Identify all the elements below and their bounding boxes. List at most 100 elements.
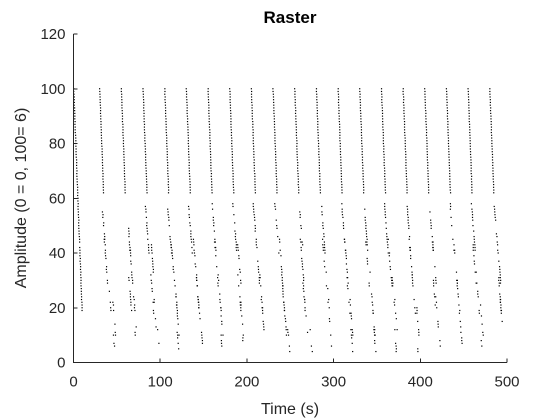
- spike-point: [209, 148, 211, 150]
- spike-point: [129, 290, 131, 292]
- spike-point: [274, 208, 277, 210]
- spike-point: [210, 170, 212, 172]
- spike-point: [164, 99, 166, 101]
- spike-point: [413, 298, 415, 301]
- spike-point: [208, 112, 210, 114]
- spike-point: [146, 225, 148, 227]
- spike-point: [238, 255, 240, 257]
- spike-point: [274, 140, 276, 142]
- spike-point: [369, 271, 371, 273]
- spike-point: [261, 307, 263, 309]
- spike-point: [337, 90, 339, 93]
- spike-point: [405, 173, 407, 175]
- spike-point: [294, 99, 296, 101]
- spike-point: [407, 211, 409, 213]
- spike-point: [323, 241, 325, 243]
- spike-point: [192, 238, 195, 240]
- spike-point: [404, 142, 406, 145]
- spike-point: [295, 118, 297, 120]
- spike-point: [240, 282, 242, 284]
- spike-point: [458, 304, 460, 306]
- spike-point: [124, 178, 126, 180]
- spike-point: [232, 175, 234, 177]
- spike-point: [189, 189, 191, 191]
- spike-point: [470, 173, 472, 175]
- spike-point: [295, 110, 297, 112]
- spike-point: [408, 238, 410, 240]
- spike-point: [190, 235, 192, 238]
- spike-point: [350, 334, 352, 336]
- spike-point: [384, 214, 386, 216]
- spike-point: [207, 90, 209, 93]
- spike-point: [361, 140, 363, 142]
- spike-point: [407, 219, 409, 221]
- spike-point: [240, 279, 242, 281]
- spike-point: [352, 350, 354, 353]
- spike-point: [122, 131, 124, 134]
- spike-point: [176, 312, 178, 314]
- spike-point: [347, 287, 349, 290]
- spike-point: [143, 115, 145, 117]
- spike-point: [469, 148, 471, 150]
- spike-point: [410, 257, 412, 260]
- spike-point: [322, 227, 324, 229]
- spike-point: [121, 118, 124, 120]
- spike-point: [351, 337, 353, 339]
- spike-point: [81, 309, 83, 312]
- spike-point: [80, 277, 82, 279]
- spike-point: [240, 301, 242, 303]
- spike-point: [281, 268, 283, 271]
- spike-point: [424, 107, 426, 109]
- spike-point: [143, 101, 145, 104]
- spike-point: [381, 93, 383, 95]
- spike-point: [77, 192, 79, 194]
- spike-point: [384, 211, 386, 213]
- spike-point: [76, 159, 78, 161]
- spike-point: [361, 162, 364, 164]
- spike-point: [436, 307, 438, 309]
- spike-point: [219, 301, 221, 303]
- spike-point: [185, 88, 187, 90]
- spike-point: [190, 233, 192, 235]
- spike-point: [457, 296, 459, 298]
- spike-point: [251, 101, 253, 104]
- spike-point: [474, 244, 476, 246]
- spike-point: [295, 126, 297, 128]
- spike-point: [257, 268, 260, 271]
- spike-point: [263, 326, 265, 328]
- spike-point: [74, 131, 76, 134]
- spike-point: [103, 238, 105, 240]
- spike-point: [102, 216, 104, 219]
- spike-point: [177, 318, 179, 320]
- spike-point: [493, 205, 495, 208]
- spike-point: [366, 238, 368, 240]
- spike-point: [252, 129, 254, 131]
- spike-point: [433, 282, 435, 284]
- spike-point: [283, 307, 286, 309]
- spike-point: [499, 274, 501, 276]
- spike-point: [383, 167, 386, 169]
- spike-point: [403, 107, 405, 109]
- spike-point: [251, 104, 253, 106]
- spike-point: [384, 170, 386, 172]
- spike-point: [146, 181, 148, 183]
- spike-point: [274, 131, 276, 134]
- spike-point: [449, 173, 451, 175]
- spike-point: [197, 298, 199, 301]
- spike-point: [231, 156, 233, 158]
- spike-point: [287, 331, 289, 333]
- spike-point: [468, 115, 470, 117]
- spike-point: [123, 156, 125, 158]
- spike-point: [339, 145, 341, 147]
- spike-point: [99, 104, 101, 106]
- spike-point: [81, 301, 83, 303]
- spike-point: [253, 145, 255, 147]
- spike-point: [232, 205, 234, 208]
- spike-point: [491, 137, 493, 139]
- spike-point: [298, 192, 300, 194]
- spike-point: [253, 170, 255, 172]
- spike-point: [100, 129, 102, 131]
- spike-point: [165, 115, 167, 117]
- spike-point: [254, 186, 256, 188]
- spike-point: [474, 249, 476, 251]
